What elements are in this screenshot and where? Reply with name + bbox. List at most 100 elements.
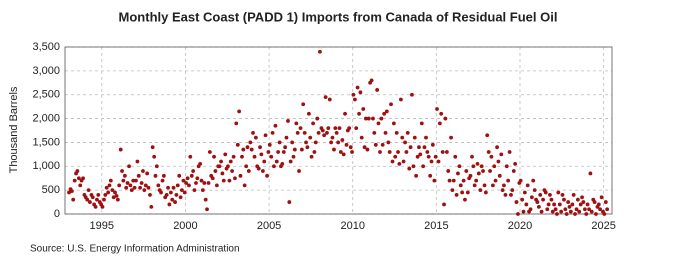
data-point: [464, 169, 469, 173]
data-point: [371, 116, 375, 121]
data-point: [189, 173, 194, 178]
data-point: [380, 142, 385, 147]
data-point: [113, 190, 117, 195]
data-point: [538, 193, 543, 197]
y-tick-label: 1,500: [32, 136, 60, 148]
data-point: [552, 202, 557, 207]
data-point: [181, 178, 186, 183]
data-point: [156, 183, 161, 188]
data-point: [514, 200, 519, 204]
data-point: [564, 212, 569, 216]
data-point: [188, 154, 193, 159]
data-point: [488, 169, 492, 173]
data-point: [502, 183, 506, 188]
data-point: [198, 162, 203, 166]
data-point: [327, 97, 332, 102]
data-point: [444, 150, 449, 154]
data-point: [570, 202, 575, 207]
data-point: [305, 145, 310, 150]
data-point: [516, 212, 520, 216]
data-point: [262, 159, 267, 164]
data-point: [536, 204, 541, 209]
data-point: [529, 195, 534, 200]
data-point: [249, 147, 254, 152]
data-point: [281, 150, 286, 154]
data-point: [449, 135, 453, 140]
data-point: [439, 111, 444, 116]
data-point: [412, 135, 417, 140]
data-point: [207, 150, 212, 154]
data-point: [450, 188, 455, 193]
data-point: [85, 197, 90, 202]
data-point: [231, 154, 236, 159]
data-point: [433, 154, 438, 159]
data-point: [478, 188, 483, 193]
data-point: [241, 147, 246, 152]
data-point: [244, 164, 249, 169]
data-point: [178, 195, 183, 200]
data-point: [336, 140, 341, 145]
data-point: [461, 178, 466, 183]
data-point: [174, 193, 179, 197]
data-point: [294, 121, 299, 126]
data-point: [187, 183, 191, 188]
data-point: [136, 173, 141, 178]
data-point: [237, 109, 242, 114]
data-point: [560, 193, 565, 197]
data-point: [541, 197, 545, 202]
data-point: [443, 116, 448, 121]
data-point: [588, 171, 593, 176]
data-point: [167, 202, 172, 207]
data-point: [503, 193, 508, 197]
y-tick-label: 500: [42, 184, 60, 196]
data-point: [483, 190, 488, 195]
data-point: [67, 190, 71, 195]
data-point: [510, 188, 515, 193]
data-point: [375, 88, 380, 92]
data-point: [149, 204, 154, 209]
data-point: [277, 140, 282, 145]
data-point: [390, 159, 395, 164]
data-point: [142, 188, 147, 193]
data-point: [154, 164, 159, 169]
data-point: [86, 188, 91, 193]
data-point: [146, 185, 151, 190]
x-tick-label: 1995: [90, 220, 114, 232]
data-point: [259, 152, 264, 157]
data-point: [238, 173, 243, 178]
data-point: [581, 200, 586, 204]
data-point: [100, 204, 105, 209]
data-point: [348, 145, 353, 150]
data-point: [175, 183, 180, 188]
data-point: [376, 121, 381, 126]
x-tick-label: 2015: [424, 220, 448, 232]
data-point: [344, 142, 349, 147]
data-point: [308, 135, 313, 140]
data-point: [332, 147, 336, 152]
data-point: [221, 178, 226, 183]
data-point: [398, 97, 403, 102]
data-point: [550, 209, 555, 214]
data-point: [559, 209, 564, 214]
data-point: [265, 173, 269, 178]
data-point: [337, 126, 342, 131]
y-tick-label: 2,500: [32, 89, 60, 101]
data-point: [240, 154, 244, 159]
data-point: [428, 173, 433, 178]
data-point: [312, 150, 317, 154]
data-point: [210, 176, 215, 181]
chart-title: Monthly East Coast (PADD 1) Imports from…: [119, 9, 558, 24]
data-point: [486, 150, 491, 154]
data-point: [410, 92, 414, 97]
x-tick-label: 2010: [340, 220, 364, 232]
data-point: [513, 162, 518, 166]
data-point: [603, 200, 608, 204]
data-point: [518, 178, 523, 183]
data-point: [329, 140, 334, 145]
data-point: [528, 207, 533, 212]
data-point: [585, 202, 590, 207]
data-point: [405, 130, 410, 135]
data-point: [535, 200, 540, 204]
data-point: [571, 193, 576, 197]
data-point: [287, 200, 292, 204]
